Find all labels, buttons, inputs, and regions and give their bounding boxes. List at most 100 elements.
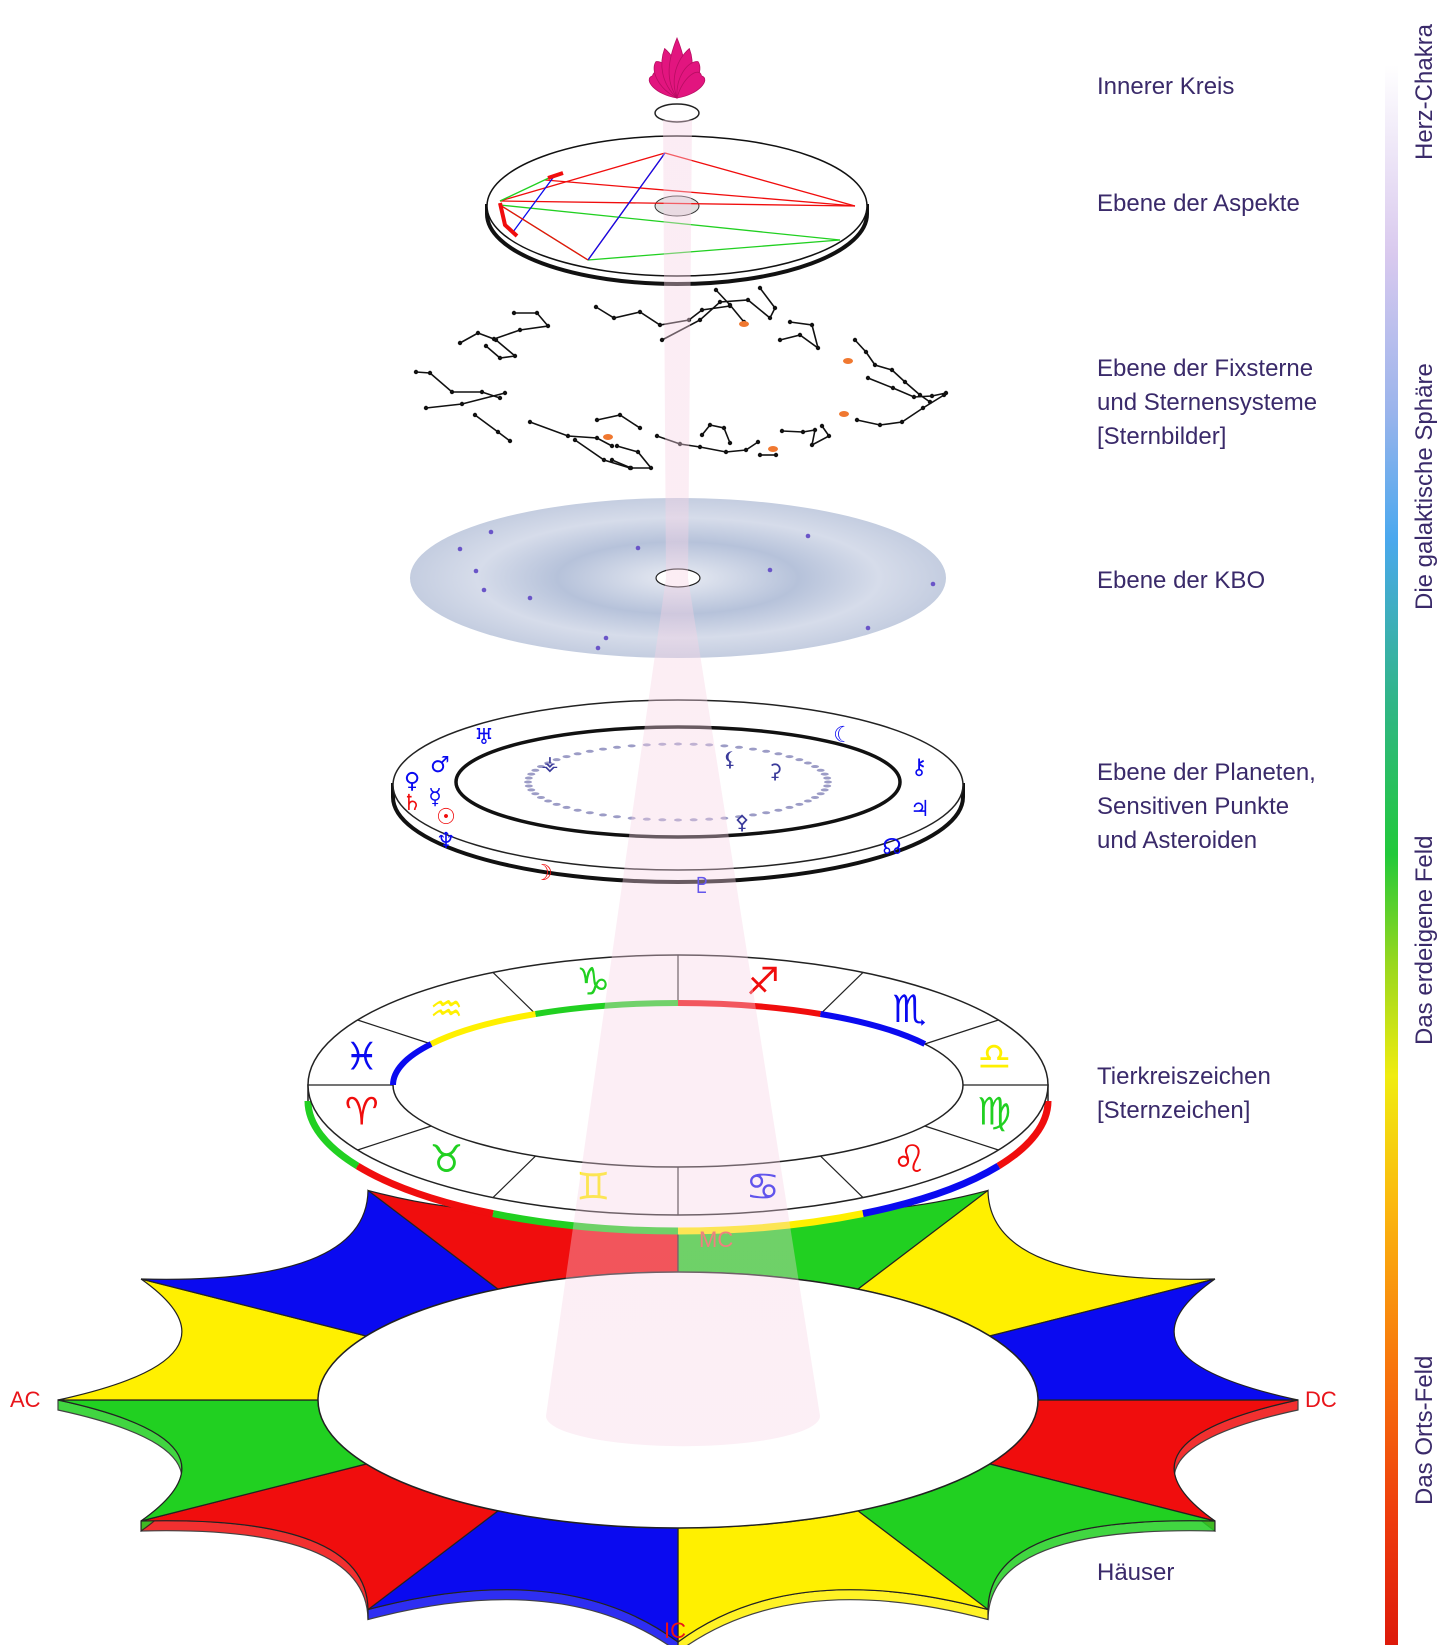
kbo-object: [457, 546, 463, 552]
star-point: [609, 443, 615, 449]
star-point: [423, 405, 429, 411]
asteroid-glyph: ⚳: [768, 759, 783, 783]
kbo-object: [865, 625, 871, 631]
star-point: [699, 307, 705, 313]
star-point: [889, 367, 895, 373]
planet-glyph: ☉: [436, 805, 456, 830]
star-point: [755, 439, 761, 445]
star-point: [809, 322, 815, 328]
marked-star: [839, 411, 849, 417]
star-point: [493, 337, 499, 343]
aspect-line: [587, 152, 666, 261]
star-point: [717, 299, 723, 305]
constellation-line: [485, 339, 517, 359]
constellation-line: [474, 414, 511, 442]
star-point: [872, 362, 878, 368]
spectrum-label-heart: Herz-Chakra: [1411, 23, 1438, 160]
marked-star: [603, 434, 613, 440]
star-point: [637, 309, 643, 315]
asteroid-dot: [785, 755, 794, 759]
asteroid-dot: [612, 745, 621, 749]
star-point: [497, 395, 503, 401]
asteroid-dot: [531, 768, 540, 772]
zodiac-divider: [357, 1125, 432, 1151]
star-point: [475, 330, 481, 336]
label-inner-circle: Innerer Kreis: [1097, 70, 1234, 104]
asteroid-glyph: ⚴: [735, 810, 750, 834]
star-point: [727, 440, 733, 446]
label-zodiac: Tierkreiszeichen [Sternzeichen]: [1097, 1060, 1271, 1128]
spectrum-label-local: Das Orts-Feld: [1411, 1355, 1438, 1505]
star-point: [483, 343, 489, 349]
star-point: [659, 337, 665, 343]
constellation-line: [596, 414, 641, 429]
constellation-line: [595, 305, 731, 326]
spectrum-label-earth: Das erdeigene Feld: [1411, 835, 1438, 1045]
asteroid-dot: [524, 776, 533, 780]
asteroid-dot: [816, 768, 825, 772]
asteroid-dot: [824, 780, 832, 784]
star-point: [757, 285, 763, 291]
asteroid-dot: [803, 799, 812, 803]
planet-glyph: ♆: [436, 829, 456, 854]
star-point: [772, 305, 778, 311]
star-point: [890, 385, 896, 391]
planet-glyph: ♄: [402, 791, 422, 816]
marked-star: [739, 321, 749, 327]
star-point: [699, 432, 705, 438]
constellation-line: [867, 377, 947, 398]
beam-cone: [546, 120, 820, 1447]
star-point: [507, 438, 513, 444]
star-point: [819, 423, 825, 429]
lotus-petal: [676, 71, 706, 99]
star-point: [773, 452, 779, 458]
star-point: [697, 444, 703, 450]
asteroid-dot: [823, 784, 832, 788]
planet-glyph: ☾: [833, 723, 853, 748]
aspect-line: [544, 179, 856, 207]
star-point: [745, 297, 751, 303]
star-point: [800, 429, 806, 435]
star-point: [743, 447, 749, 453]
asteroid-glyph: ⚸: [723, 747, 738, 771]
label-line: [Sternbilder]: [1097, 423, 1227, 450]
asteroid-dot: [524, 784, 533, 788]
planet-glyph: ☿: [428, 785, 442, 810]
aspect-cluster: [498, 202, 519, 238]
star-point: [527, 419, 533, 425]
asteroid-dot: [774, 808, 783, 812]
star-point: [517, 327, 523, 333]
star-point: [902, 379, 908, 385]
star-point: [534, 310, 540, 316]
label-line: [Sternzeichen]: [1097, 1097, 1251, 1124]
marked-star: [768, 446, 778, 452]
star-point: [657, 322, 663, 328]
asteroid-dot: [823, 776, 832, 780]
planet-glyph: ♂: [430, 753, 450, 778]
star-point: [812, 427, 818, 433]
label-kbo: Ebene der KBO: [1097, 564, 1265, 598]
zodiac-glyph: ♍: [977, 1089, 1011, 1133]
zodiac-divider: [820, 971, 864, 1015]
star-point: [911, 394, 917, 400]
asteroid-dot: [585, 749, 594, 753]
zodiac-divider: [492, 1155, 536, 1199]
asteroid-dot: [544, 761, 553, 765]
dc-label: DC: [1305, 1387, 1337, 1412]
star-point: [565, 433, 571, 439]
label-planets: Ebene der Planeten, Sensitiven Punkte un…: [1097, 756, 1316, 858]
asteroid-dot: [627, 744, 636, 748]
label-line: Tierkreiszeichen: [1097, 1063, 1271, 1090]
aspect-line: [499, 152, 666, 202]
label-line: Häuser: [1097, 1559, 1175, 1586]
aspect-line: [664, 152, 856, 207]
star-point: [920, 405, 926, 411]
zodiac-glyph: ♓: [345, 1035, 379, 1079]
kbo-object: [481, 587, 487, 593]
star-point: [797, 332, 803, 338]
asteroid-dot: [573, 752, 582, 756]
star-point: [614, 443, 620, 449]
label-aspects: Ebene der Aspekte: [1097, 187, 1300, 221]
zodiac-glyph: ♒: [429, 987, 463, 1031]
